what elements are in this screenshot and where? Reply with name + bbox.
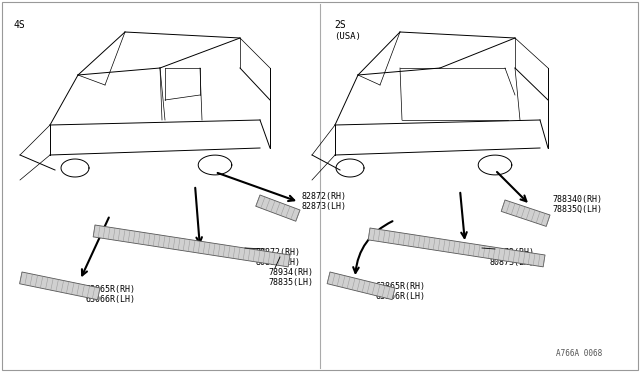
Text: (USA): (USA): [334, 32, 361, 41]
Text: 80872(RH)
80873(LH): 80872(RH) 80873(LH): [255, 248, 300, 267]
Polygon shape: [368, 228, 545, 267]
Polygon shape: [256, 195, 300, 221]
Text: A766A 0068: A766A 0068: [556, 349, 602, 358]
Text: 63865R(RH)
63866R(LH): 63865R(RH) 63866R(LH): [375, 282, 425, 301]
Polygon shape: [93, 225, 290, 267]
Text: 788340(RH)
78835Q(LH): 788340(RH) 78835Q(LH): [552, 195, 602, 214]
Text: 2S: 2S: [334, 20, 346, 30]
Text: 82872(RH)
82873(LH): 82872(RH) 82873(LH): [302, 192, 347, 211]
Text: 78934(RH)
78835(LH): 78934(RH) 78835(LH): [268, 268, 313, 288]
Polygon shape: [327, 272, 395, 300]
Text: 4S: 4S: [14, 20, 26, 30]
Text: 80872(RH)
80873(LH): 80872(RH) 80873(LH): [490, 248, 535, 267]
Polygon shape: [501, 200, 550, 227]
Text: 63865R(RH)
63066R(LH): 63865R(RH) 63066R(LH): [85, 285, 135, 304]
Polygon shape: [20, 272, 100, 300]
